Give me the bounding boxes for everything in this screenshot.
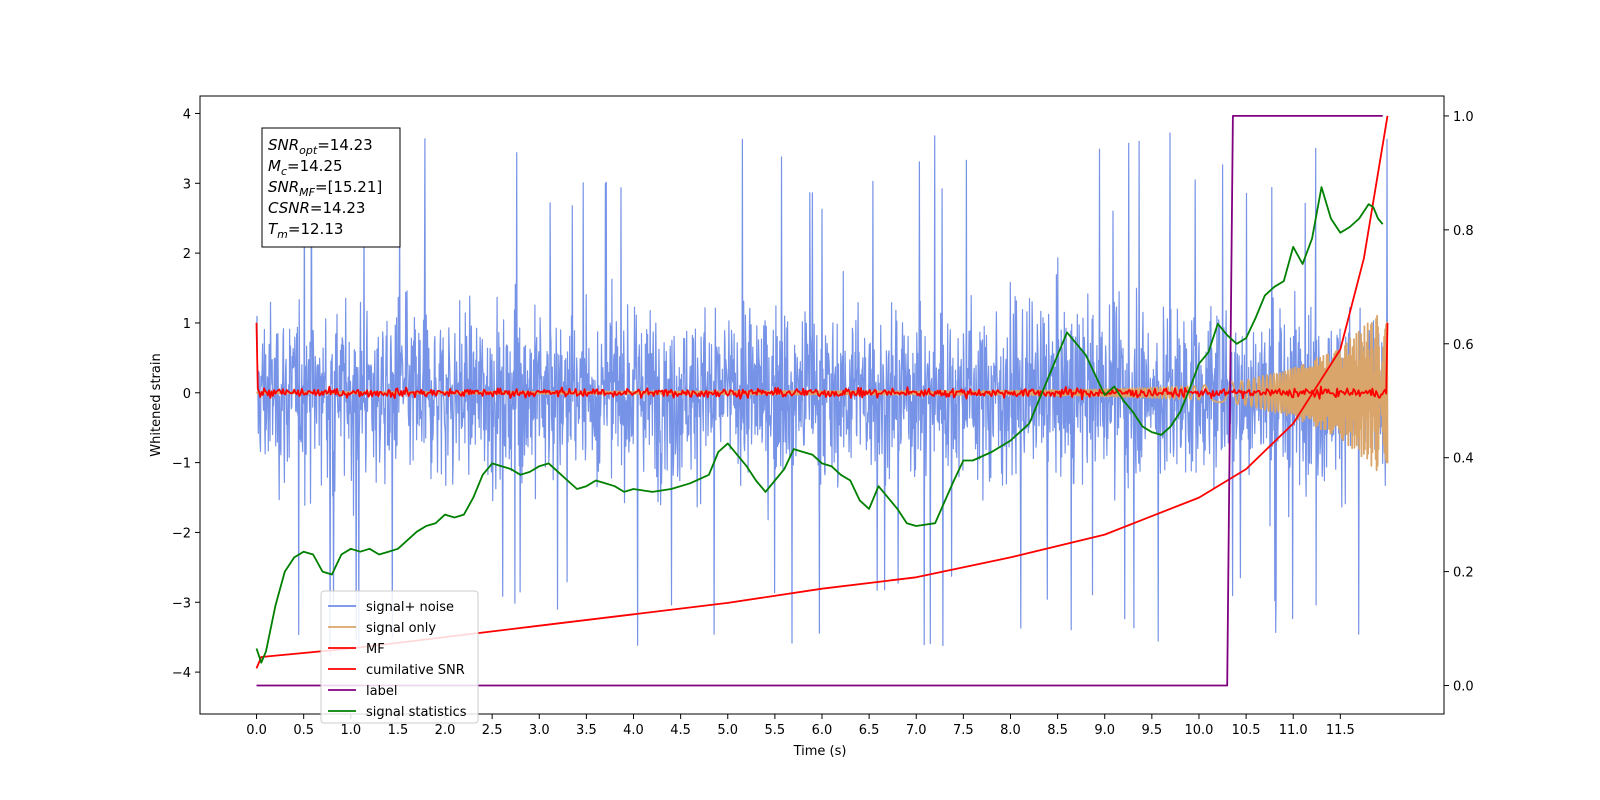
x-tick-label: 9.5 — [1142, 723, 1163, 738]
series-signal-statistics — [255, 186, 1384, 664]
series-label — [256, 115, 1383, 687]
legend-label: MF — [366, 642, 385, 657]
legend: signal+ noise signal only MF cumilative SNR… — [320, 590, 479, 724]
annotation-box: SNRopt=14.23Mc=14.25SNRMF=[15.21]CSNR=14… — [261, 127, 401, 248]
annotation-line: Tm=12.13 — [268, 220, 343, 241]
legend-label: cumilative SNR — [366, 663, 465, 678]
x-tick-label: 8.0 — [1000, 723, 1021, 738]
annotation-line: Mc=14.25 — [268, 157, 343, 178]
x-tick-label: 6.0 — [812, 723, 833, 738]
legend-label: signal only — [366, 621, 436, 636]
y-tick-label: 2 — [183, 247, 191, 262]
x-tick-label: 2.5 — [482, 723, 503, 738]
legend-label: signal+ noise — [366, 600, 454, 615]
x-tick-label: 9.0 — [1094, 723, 1115, 738]
y-tick-label: 4 — [183, 107, 191, 122]
y-tick-label: 3 — [183, 177, 191, 192]
x-tick-label: 1.0 — [340, 723, 361, 738]
annotation-line: CSNR=14.23 — [268, 199, 365, 217]
x-axis: 0.0 0.5 1.0 1.5 2.0 2.5 3.0 3.5 4.0 4.5 5.0 5.5 6.0 6… — [246, 714, 1355, 738]
y-tick-label: −4 — [172, 666, 191, 681]
legend-label: label — [366, 684, 397, 699]
x-tick-label: 7.5 — [953, 723, 974, 738]
y-right-tick-label: 0.8 — [1453, 224, 1474, 239]
y-right-tick-label: 0.4 — [1453, 452, 1474, 467]
y-axis-label: Whitened strain — [149, 353, 164, 456]
y-tick-label: 0 — [183, 387, 191, 402]
x-tick-label: 1.5 — [388, 723, 409, 738]
x-tick-label: 11.0 — [1279, 723, 1308, 738]
y-right-tick-label: 0.6 — [1453, 338, 1474, 353]
legend-label: signal statistics — [366, 705, 467, 720]
y-tick-label: −1 — [172, 457, 191, 472]
y-right-tick-label: 0.2 — [1453, 566, 1474, 581]
y-tick-label: 1 — [183, 317, 191, 332]
x-tick-label: 0.0 — [246, 723, 267, 738]
annotation-line: SNRMF=[15.21] — [268, 178, 382, 199]
x-tick-label: 3.0 — [529, 723, 550, 738]
x-tick-label: 10.5 — [1232, 723, 1261, 738]
y-axis-left: −4 −3 −2 −1 0 1 2 3 4 — [172, 107, 200, 681]
x-axis-label: Time (s) — [793, 744, 847, 759]
x-tick-label: 5.0 — [717, 723, 738, 738]
x-tick-label: 8.5 — [1047, 723, 1068, 738]
series-signal-noise — [255, 132, 1389, 657]
annotation-line: SNRopt=14.23 — [268, 136, 373, 157]
x-tick-label: 0.5 — [293, 723, 314, 738]
x-tick-label: 5.5 — [765, 723, 786, 738]
x-tick-label: 6.5 — [859, 723, 880, 738]
y-axis-right: 0.0 0.2 0.4 0.6 0.8 1.0 — [1444, 110, 1474, 695]
x-tick-label: 3.5 — [576, 723, 597, 738]
x-tick-label: 2.0 — [435, 723, 456, 738]
y-right-tick-label: 0.0 — [1453, 680, 1474, 695]
series-mf — [255, 322, 1389, 401]
x-tick-label: 7.0 — [906, 723, 927, 738]
x-tick-label: 10.0 — [1184, 723, 1213, 738]
x-tick-label: 11.5 — [1326, 723, 1355, 738]
y-tick-label: −3 — [172, 596, 191, 611]
x-tick-label: 4.0 — [623, 723, 644, 738]
y-tick-label: −2 — [172, 526, 191, 541]
x-tick-label: 4.5 — [670, 723, 691, 738]
y-right-tick-label: 1.0 — [1453, 110, 1474, 125]
